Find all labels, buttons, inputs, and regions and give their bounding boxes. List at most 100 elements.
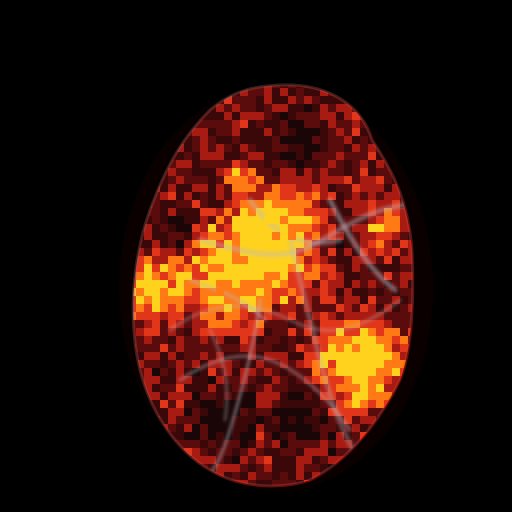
fluorescence-pixel (256, 240, 264, 248)
fluorescence-pixel (360, 424, 368, 432)
fluorescence-pixel (376, 336, 384, 344)
fluorescence-pixel (352, 144, 360, 152)
fluorescence-pixel (224, 368, 232, 376)
fluorescence-pixel (224, 104, 232, 112)
fluorescence-pixel (288, 264, 296, 272)
fluorescence-pixel (224, 256, 232, 264)
fluorescence-pixel (176, 168, 184, 176)
fluorescence-pixel (280, 192, 288, 200)
fluorescence-pixel (384, 392, 392, 400)
fluorescence-pixel (296, 192, 304, 200)
fluorescence-pixel (328, 120, 336, 128)
fluorescence-pixel (256, 432, 264, 440)
fluorescence-pixel (304, 280, 312, 288)
fluorescence-pixel (392, 232, 400, 240)
fluorescence-pixel (320, 352, 328, 360)
fluorescence-pixel (336, 264, 344, 272)
fluorescence-pixel (168, 408, 176, 416)
fluorescence-pixel (280, 160, 288, 168)
fluorescence-pixel (392, 224, 400, 232)
fluorescence-pixel (216, 360, 224, 368)
fluorescence-pixel (296, 112, 304, 120)
fluorescence-pixel (288, 480, 296, 486)
fluorescence-pixel (168, 200, 176, 208)
fluorescence-pixel (304, 288, 312, 296)
fluorescence-pixel (232, 264, 240, 272)
fluorescence-pixel (312, 192, 320, 200)
fluorescence-pixel (240, 456, 248, 464)
fluorescence-pixel (144, 384, 152, 392)
fluorescence-pixel (304, 472, 312, 480)
fluorescence-pixel (248, 144, 256, 152)
fluorescence-pixel (312, 256, 320, 264)
fluorescence-pixel (232, 440, 240, 448)
fluorescence-pixel (288, 96, 296, 104)
fluorescence-pixel (224, 296, 232, 304)
fluorescence-pixel (304, 448, 312, 456)
fluorescence-pixel (168, 240, 176, 248)
fluorescence-pixel (288, 312, 296, 320)
fluorescence-pixel (272, 336, 280, 344)
fluorescence-pixel (208, 440, 216, 448)
fluorescence-pixel (136, 272, 144, 280)
fluorescence-pixel (272, 304, 280, 312)
fluorescence-pixel (224, 120, 232, 128)
fluorescence-pixel (216, 248, 224, 256)
fluorescence-pixel (304, 104, 312, 112)
fluorescence-pixel (328, 144, 336, 152)
fluorescence-pixel (360, 344, 368, 352)
fluorescence-pixel (344, 152, 352, 160)
fluorescence-pixel (328, 256, 336, 264)
fluorescence-pixel (288, 352, 296, 360)
fluorescence-pixel (160, 344, 168, 352)
fluorescence-pixel (192, 440, 200, 448)
fluorescence-pixel (368, 216, 376, 224)
fluorescence-pixel (248, 480, 256, 486)
fluorescence-pixel (144, 336, 152, 344)
fluorescence-pixel (296, 208, 304, 216)
fluorescence-pixel (384, 200, 392, 208)
fluorescence-pixel (152, 328, 160, 336)
fluorescence-pixel (192, 280, 200, 288)
fluorescence-pixel (192, 432, 200, 440)
fluorescence-pixel (376, 376, 384, 384)
fluorescence-pixel (320, 432, 328, 440)
fluorescence-pixel (384, 232, 392, 240)
fluorescence-pixel (152, 304, 160, 312)
fluorescence-pixel (248, 232, 256, 240)
fluorescence-pixel (344, 328, 352, 336)
fluorescence-pixel (208, 248, 216, 256)
fluorescence-pixel (184, 328, 192, 336)
fluorescence-pixel (240, 120, 248, 128)
fluorescence-pixel (184, 400, 192, 408)
fluorescence-pixel (176, 192, 184, 200)
fluorescence-pixel (368, 248, 376, 256)
fluorescence-pixel (312, 392, 320, 400)
fluorescence-pixel (288, 432, 296, 440)
fluorescence-pixel (264, 408, 272, 416)
fluorescence-pixel (200, 400, 208, 408)
fluorescence-pixel (328, 160, 336, 168)
fluorescence-pixel (312, 144, 320, 152)
fluorescence-pixel (376, 352, 384, 360)
fluorescence-pixel (320, 360, 328, 368)
fluorescence-pixel (152, 200, 160, 208)
fluorescence-pixel (136, 288, 144, 296)
fluorescence-pixel (320, 264, 328, 272)
fluorescence-pixel (392, 208, 400, 216)
fluorescence-pixel (280, 272, 288, 280)
fluorescence-pixel (160, 256, 168, 264)
fluorescence-pixel (328, 264, 336, 272)
fluorescence-pixel (344, 136, 352, 144)
fluorescence-pixel (344, 192, 352, 200)
fluorescence-pixel (288, 408, 296, 416)
fluorescence-pixel (320, 320, 328, 328)
fluorescence-pixel (280, 152, 288, 160)
fluorescence-pixel (248, 448, 256, 456)
fluorescence-pixel (208, 352, 216, 360)
fluorescence-pixel (288, 360, 296, 368)
fluorescence-pixel (344, 280, 352, 288)
fluorescence-pixel (320, 272, 328, 280)
fluorescence-pixel (176, 160, 184, 168)
fluorescence-pixel (224, 136, 232, 144)
